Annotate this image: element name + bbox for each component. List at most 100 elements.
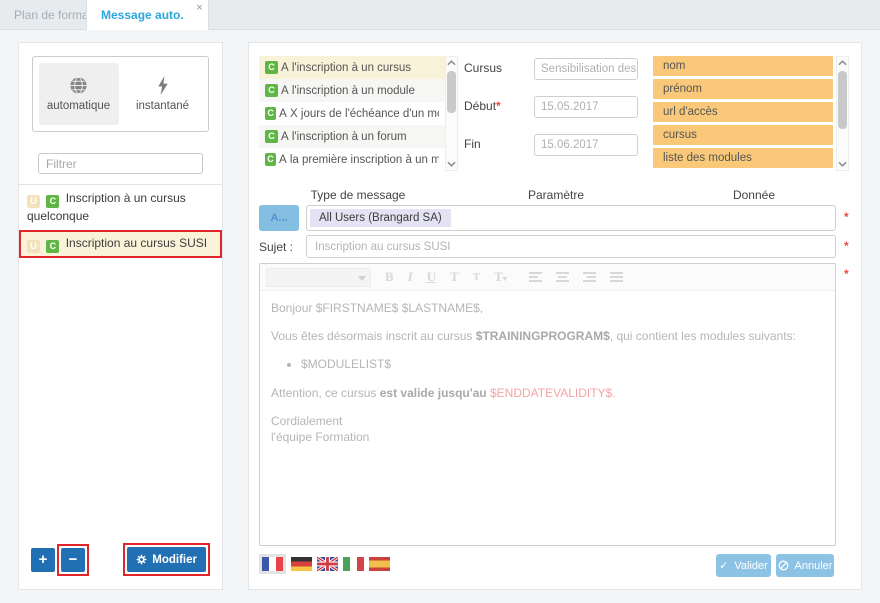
chevron-down-icon[interactable] <box>447 158 456 170</box>
close-icon[interactable]: × <box>196 2 203 14</box>
column-donnee: Donnée <box>732 188 776 202</box>
data-token[interactable]: url d'accès <box>653 102 833 122</box>
editor-toolbar: B I U T T T▾ <box>260 264 835 291</box>
data-token[interactable]: prénom <box>653 79 833 99</box>
mode-label: instantané <box>135 100 190 112</box>
font-size-down-icon: T <box>472 271 481 283</box>
message-detail-panel: C À l'inscription à un cursus C À l'insc… <box>248 42 862 590</box>
tab-label: Message auto. <box>101 8 184 22</box>
data-token[interactable]: liste des modules <box>653 148 833 168</box>
language-france-selected[interactable] <box>259 554 286 574</box>
annotation-highlight: Modifier <box>123 543 210 576</box>
recipient-field[interactable]: All Users (Brangard SA) <box>306 205 836 231</box>
message-type-label: À l'inscription à un cursus <box>281 61 412 74</box>
chevron-up-icon[interactable] <box>447 57 456 69</box>
align-left-icon <box>528 271 542 283</box>
editor-paragraph: Vous êtes désormais inscrit au cursus $T… <box>271 329 796 344</box>
italic-icon: I <box>407 269 413 284</box>
france-flag-icon[interactable] <box>262 557 283 571</box>
list-item-cursus-susi[interactable]: U C Inscription au cursus SUSI <box>19 229 222 258</box>
cancel-button[interactable]: Annuler <box>776 554 834 577</box>
message-list-panel: automatique instantané U C Inscription à… <box>18 42 223 590</box>
debut-label: Début* <box>464 99 501 113</box>
data-token[interactable]: nom <box>653 56 833 76</box>
filter-input[interactable] <box>38 153 203 174</box>
required-marker: * <box>496 99 501 113</box>
badge-c: C <box>265 61 278 74</box>
align-right-icon <box>582 271 596 283</box>
germany-flag-icon[interactable] <box>291 557 312 571</box>
list-item-cursus-quelconque[interactable]: U C Inscription à un cursus quelconque <box>19 185 222 230</box>
slash-circle-icon <box>778 560 788 571</box>
italy-flag-icon[interactable] <box>343 557 364 571</box>
badge-c: C <box>46 195 60 208</box>
underline-icon: U <box>426 269 437 284</box>
message-type-item[interactable]: C À l'inscription à un module <box>259 79 445 102</box>
united-kingdom-flag-icon[interactable] <box>317 557 338 571</box>
column-headers: Type de message Paramètre Donnée <box>259 188 853 202</box>
tab-label: Plan de formation <box>14 8 109 22</box>
required-marker: * <box>844 210 849 224</box>
annotation-highlight: − <box>57 543 89 576</box>
message-type-label: À X jours de l'échéance d'un module <box>279 107 439 120</box>
message-type-item[interactable]: C À l'inscription à un cursus <box>259 56 445 79</box>
editor-signature: Cordialement l'équipe Formation <box>271 413 370 444</box>
subject-input[interactable] <box>306 235 836 258</box>
data-token[interactable]: cursus <box>653 125 833 145</box>
cursus-field[interactable]: Sensibilisation des utilisa <box>534 58 638 80</box>
fin-label: Fin <box>464 137 481 151</box>
validate-button[interactable]: ✓ Valider <box>716 554 771 577</box>
debut-field[interactable]: 15.05.2017 <box>534 96 638 118</box>
bold-icon: B <box>385 269 394 284</box>
tab-bar: Plan de formation Message auto. × <box>0 0 880 30</box>
subject-label: Sujet : <box>259 240 294 254</box>
message-type-item[interactable]: C À la première inscription à un module <box>259 148 445 171</box>
scroll-thumb[interactable] <box>447 71 456 113</box>
badge-c: C <box>46 239 60 253</box>
mode-automatique-button[interactable]: automatique <box>38 63 119 125</box>
validate-label: Valider <box>734 559 768 572</box>
editor-body[interactable]: Bonjour $FIRSTNAME$ $LASTNAME$, Vous ête… <box>260 291 835 466</box>
badge-c: C <box>265 84 278 97</box>
chevron-up-icon[interactable] <box>838 57 847 69</box>
chevron-down-icon[interactable] <box>838 158 847 170</box>
message-type-label: À la première inscription à un module <box>278 153 439 166</box>
add-button[interactable]: + <box>31 547 55 572</box>
language-selector <box>259 554 390 574</box>
scroll-thumb[interactable] <box>838 71 847 129</box>
remove-button[interactable]: − <box>61 547 85 572</box>
editor-bullet-list: $MODULELIST$ <box>301 356 824 372</box>
badge-c: C <box>265 107 277 120</box>
mode-instantane-button[interactable]: instantané <box>123 63 203 125</box>
message-type-item[interactable]: C À X jours de l'échéance d'un module <box>259 102 445 125</box>
badge-c: C <box>265 153 276 166</box>
message-editor: B I U T T T▾ Bonjour $FIRSTNAME$ $LASTNA… <box>259 263 836 546</box>
mode-toggle-group: automatique instantané <box>32 56 209 132</box>
fin-field[interactable]: 15.06.2017 <box>534 134 638 156</box>
gear-icon <box>136 554 147 565</box>
align-justify-icon <box>609 271 623 283</box>
text-color-icon: T▾ <box>494 269 507 284</box>
cursus-label: Cursus <box>464 61 503 75</box>
mode-label: automatique <box>46 100 111 112</box>
recipient-picker-button[interactable]: A... <box>259 205 299 231</box>
editor-paragraph: Bonjour $FIRSTNAME$ $LASTNAME$, <box>271 301 484 315</box>
column-type-de-message: Type de message <box>310 188 406 202</box>
list-item-label: Inscription à un cursus quelconque <box>27 191 186 223</box>
data-token-list: nom prénom url d'accès cursus liste des … <box>653 56 833 171</box>
data-token-scrollbar <box>836 56 849 171</box>
badge-c: C <box>265 130 278 143</box>
message-type-item[interactable]: C À l'inscription à un forum <box>259 125 445 148</box>
required-marker: * <box>844 267 849 281</box>
message-type-label: À l'inscription à un module <box>281 84 415 97</box>
align-center-icon <box>555 271 569 283</box>
cancel-label: Annuler <box>794 559 833 572</box>
editor-paragraph: Attention, ce cursus est valide jusqu'au… <box>271 385 616 400</box>
recipient-chip[interactable]: All Users (Brangard SA) <box>310 209 451 227</box>
spain-flag-icon[interactable] <box>369 557 390 571</box>
tab-message-auto[interactable]: Message auto. × <box>86 0 209 30</box>
font-size-up-icon: T <box>450 269 459 284</box>
tab-plan-de-formation[interactable]: Plan de formation <box>0 0 122 30</box>
modify-button[interactable]: Modifier <box>127 547 206 572</box>
font-select <box>266 267 371 287</box>
